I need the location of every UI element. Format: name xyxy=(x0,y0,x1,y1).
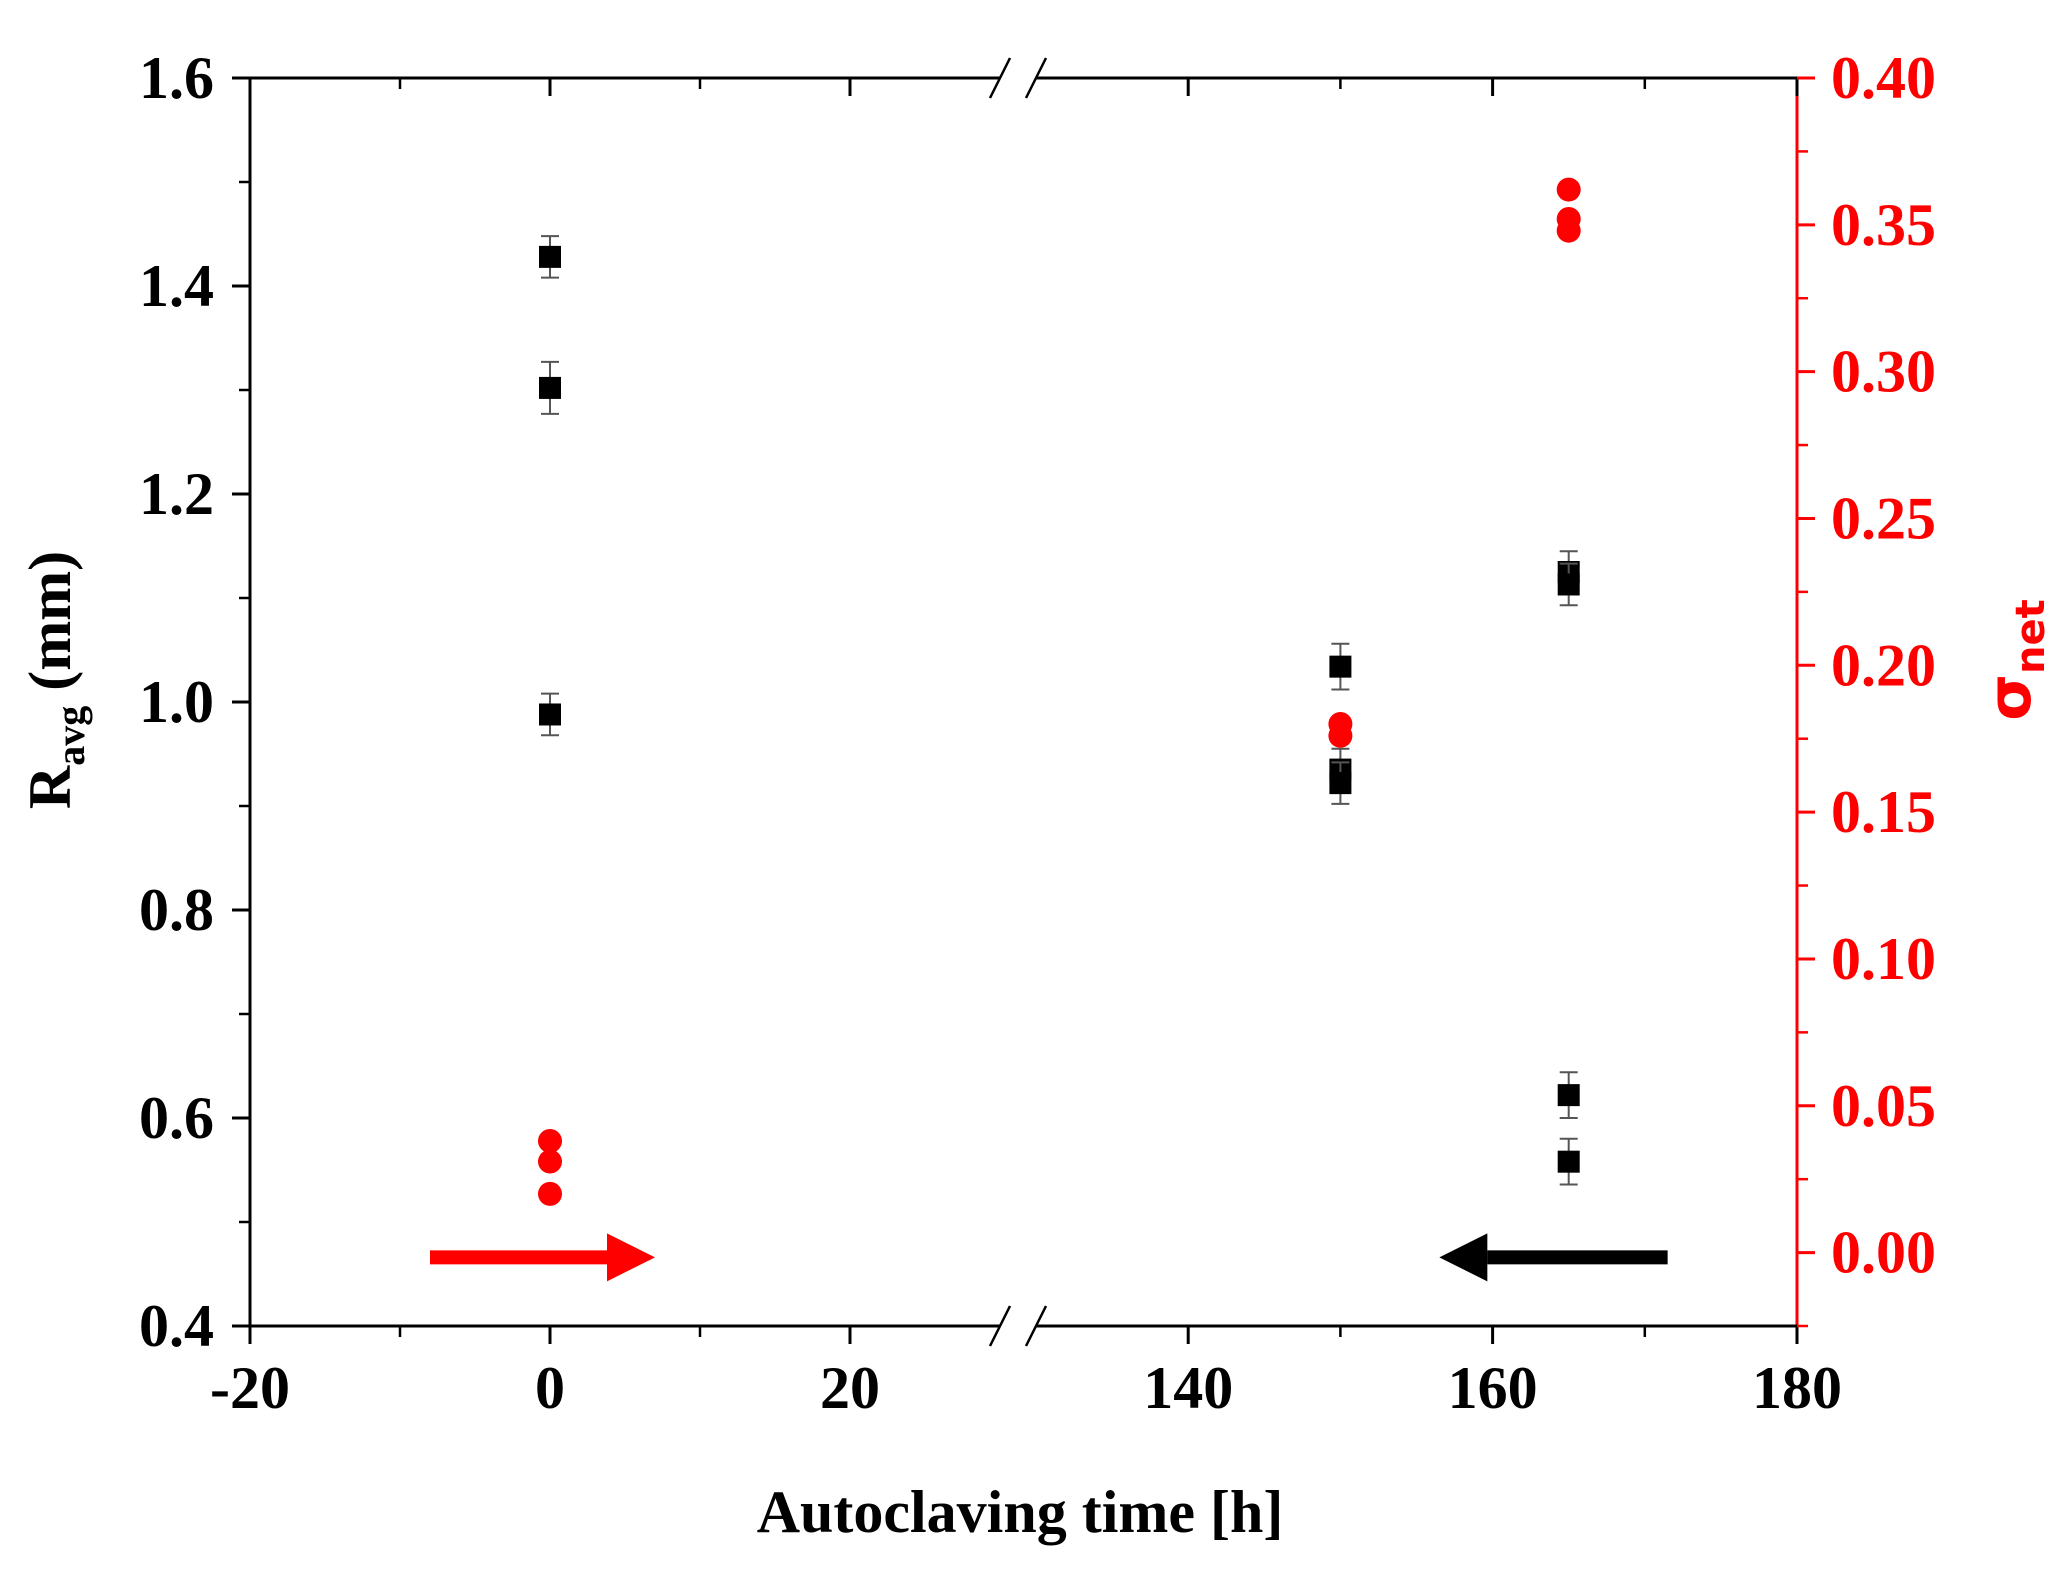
axis-break-slash xyxy=(988,57,1012,99)
data-point-circle xyxy=(1556,177,1581,202)
y-axis-title-main: R xyxy=(17,765,83,809)
data-point-square xyxy=(539,376,561,399)
x-tick-label: 180 xyxy=(1752,1355,1842,1421)
y-tick-label: 1.0 xyxy=(139,669,214,735)
x-tick-label: -20 xyxy=(210,1355,290,1421)
arrow-head xyxy=(607,1233,655,1282)
data-point-square xyxy=(539,703,561,726)
x-tick-label: 20 xyxy=(820,1355,880,1421)
x-tick-label: 160 xyxy=(1448,1355,1538,1421)
arrow-head xyxy=(1439,1233,1488,1282)
data-point-square xyxy=(1329,655,1352,678)
arrow-shaft xyxy=(430,1250,607,1265)
y2-tick-label: 0.20 xyxy=(1831,632,1936,698)
y2-tick-label: 0.40 xyxy=(1831,45,1936,111)
y-tick-label: 1.4 xyxy=(139,253,214,319)
data-point-circle xyxy=(538,1149,562,1174)
y-tick-label: 1.2 xyxy=(139,461,214,527)
y2-tick-label: 0.00 xyxy=(1831,1220,1936,1286)
arrow-shaft xyxy=(1487,1250,1668,1265)
y2-tick-label: 0.35 xyxy=(1831,192,1936,258)
y2-axis-title-main: σ xyxy=(1975,674,2045,721)
y2-tick-label: 0.15 xyxy=(1831,779,1936,845)
data-point-square xyxy=(1557,573,1580,596)
series-sigma-net xyxy=(538,177,1581,1206)
red-arrow-right xyxy=(430,1233,655,1282)
axis-break-slash xyxy=(1024,57,1048,99)
axis-break-top xyxy=(988,57,1048,99)
y2-axis-title: σnet xyxy=(1975,599,2054,720)
data-point-square xyxy=(1557,1150,1580,1173)
axis-break-bottom xyxy=(988,1305,1048,1347)
data-point-square xyxy=(539,245,561,268)
data-point-circle xyxy=(1556,218,1581,243)
y-axis-title-sub: avg xyxy=(48,706,93,766)
axis-break-slash xyxy=(1024,1305,1048,1347)
y-axis-title-unit: (mm) xyxy=(17,551,83,706)
y2-tick-label: 0.25 xyxy=(1831,485,1936,551)
y-tick-label: 1.6 xyxy=(139,45,214,111)
y2-tick-label: 0.05 xyxy=(1831,1073,1936,1139)
series-r-avg xyxy=(539,235,1580,1186)
y-tick-label: 0.6 xyxy=(139,1085,214,1151)
axis-break-slash xyxy=(988,1305,1012,1347)
black-arrow-left xyxy=(1439,1233,1668,1282)
data-point-circle xyxy=(1328,723,1353,748)
y-tick-label: 0.4 xyxy=(139,1293,214,1359)
data-point-circle xyxy=(538,1181,562,1206)
x-tick-label: 140 xyxy=(1143,1355,1233,1421)
data-point-square xyxy=(1329,772,1352,795)
y-axis-title: Ravg (mm) xyxy=(17,551,93,809)
y2-tick-label: 0.10 xyxy=(1831,926,1936,992)
data-point-square xyxy=(1557,1084,1580,1107)
data-point-circle xyxy=(538,1129,562,1154)
y2-axis-title-sub: net xyxy=(2008,599,2054,674)
y-tick-label: 0.8 xyxy=(139,877,214,943)
x-axis-title: Autoclaving time [h] xyxy=(757,1479,1284,1545)
y2-tick-label: 0.30 xyxy=(1831,339,1936,405)
x-tick-label: 0 xyxy=(535,1355,565,1421)
